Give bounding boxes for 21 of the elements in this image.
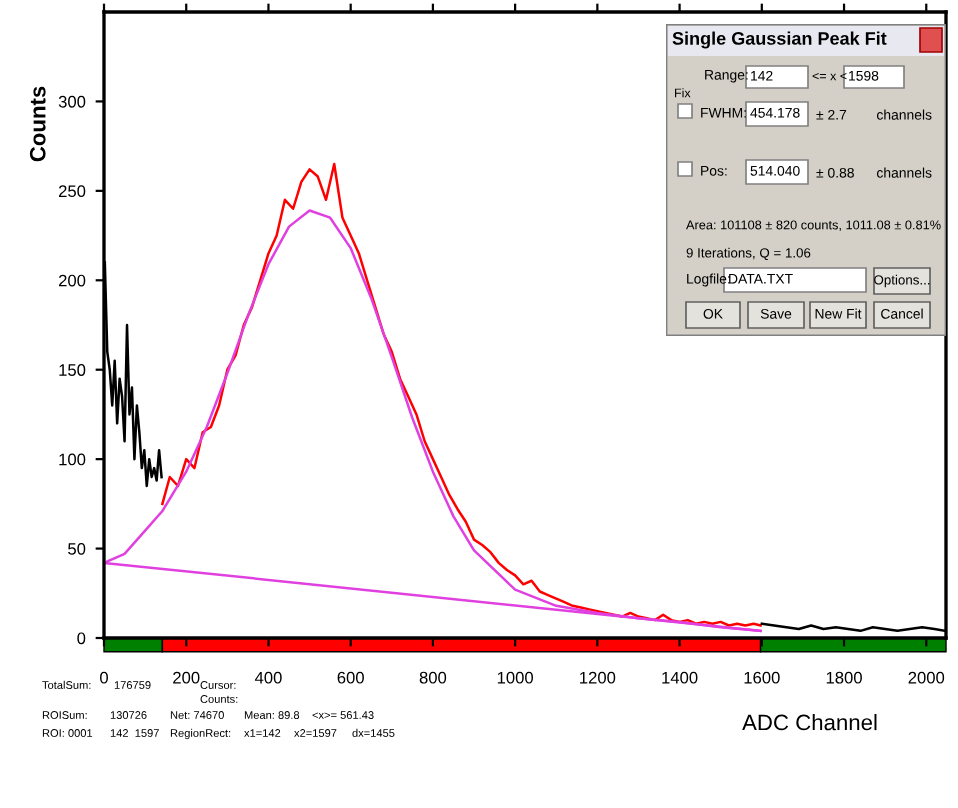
y-tick-label: 200 <box>58 274 86 287</box>
y-tick-label: 150 <box>59 364 86 376</box>
y-tick-label: 0 <box>77 632 86 645</box>
x-tick-label: 2000 <box>908 671 945 684</box>
y-tick-label: 50 <box>68 542 86 555</box>
y-tick-label: 250 <box>58 185 86 198</box>
y-tick-label: 100 <box>59 453 86 466</box>
x-tick-label: 1000 <box>497 671 534 684</box>
x-tick-label: 400 <box>254 671 282 684</box>
annotation: Single Gaussian Peak Fit <box>672 31 887 49</box>
x-tick-label: 800 <box>419 671 447 684</box>
x-tick-label: 1600 <box>744 671 780 684</box>
x-axis-title: ADC Channel <box>742 714 877 731</box>
y-axis-title: Counts <box>29 86 46 162</box>
x-tick-label: 1400 <box>662 671 698 684</box>
x-tick-label: 1800 <box>826 671 862 684</box>
x-tick-label: 600 <box>337 671 364 684</box>
x-tick-label: 1200 <box>580 671 616 684</box>
x-tick-label: 200 <box>173 671 200 684</box>
x-tick-label: 0 <box>100 671 108 684</box>
y-tick-label: 300 <box>58 95 86 108</box>
